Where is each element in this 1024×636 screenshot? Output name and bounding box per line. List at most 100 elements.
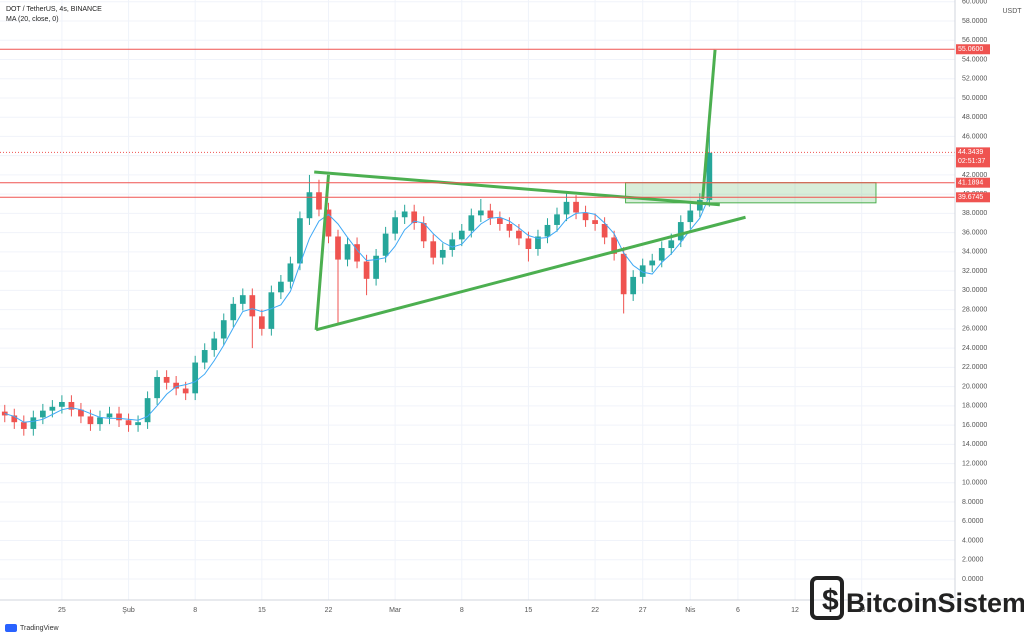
candle-body xyxy=(287,263,294,282)
trend-line xyxy=(314,174,330,330)
x-tick-label: Nis xyxy=(685,607,696,614)
x-tick-label: 15 xyxy=(525,607,533,614)
candle-body xyxy=(535,236,541,250)
candle-body xyxy=(106,413,113,418)
candle-body xyxy=(49,406,56,411)
footer: TradingView xyxy=(20,625,59,632)
candle-body xyxy=(163,376,170,383)
y-tick-label: 56.0000 xyxy=(962,37,987,44)
y-axis-label: USDT xyxy=(1002,8,1022,15)
candle-body xyxy=(39,410,46,418)
price-tag-label: 41.1894 xyxy=(958,180,983,187)
candle-body xyxy=(59,401,65,407)
y-tick-label: 34.0000 xyxy=(962,249,987,256)
candle-body xyxy=(268,292,275,329)
candle-body xyxy=(230,303,237,321)
candle-body xyxy=(458,230,465,240)
candle-body xyxy=(601,223,608,238)
trend-line xyxy=(314,170,720,207)
y-tick-label: 58.0000 xyxy=(962,18,987,25)
candle-body xyxy=(125,420,132,426)
candle-body xyxy=(344,244,351,260)
watermark: $ BitcoinSistemi xyxy=(810,576,1024,620)
y-tick-label: 16.0000 xyxy=(962,422,987,429)
candle-body xyxy=(192,362,199,394)
y-tick-label: 60.0000 xyxy=(962,0,987,6)
candle-body xyxy=(516,230,522,239)
candle-body xyxy=(439,249,446,258)
candle-body xyxy=(78,409,84,417)
candle-body xyxy=(20,422,27,429)
y-tick-label: 8.0000 xyxy=(962,499,984,506)
y-tick-label: 30.0000 xyxy=(962,287,987,294)
y-tick-label: 46.0000 xyxy=(962,133,987,140)
y-tick-label: 14.0000 xyxy=(962,441,987,448)
candle-body xyxy=(506,223,513,231)
candle-body xyxy=(497,218,503,224)
candle-body xyxy=(335,236,341,260)
candle-body xyxy=(316,192,322,210)
candle-body xyxy=(620,253,627,295)
y-tick-label: 52.0000 xyxy=(962,76,987,83)
price-tag xyxy=(956,177,990,188)
candle-body xyxy=(297,218,303,264)
x-tick-label: Mar xyxy=(389,607,402,614)
y-tick-label: 26.0000 xyxy=(962,326,987,333)
y-tick-label: 22.0000 xyxy=(962,364,987,371)
trend-line xyxy=(315,215,746,332)
candle-body xyxy=(696,199,703,211)
candle-body xyxy=(668,240,675,249)
x-tick-label: Şub xyxy=(122,607,135,614)
trend-line xyxy=(701,49,717,200)
x-tick-label: 27 xyxy=(639,607,647,614)
price-tag-label: 39.6745 xyxy=(958,194,983,201)
y-tick-label: 2.0000 xyxy=(962,557,984,564)
x-tick-label: 6 xyxy=(736,607,740,614)
candle-body xyxy=(135,422,141,426)
candle-body xyxy=(211,338,218,351)
price-tag xyxy=(956,44,990,55)
candle-body xyxy=(249,295,256,317)
candle-body xyxy=(220,320,227,339)
candle-body xyxy=(563,201,570,215)
candle-body xyxy=(278,281,284,293)
x-tick-label: 22 xyxy=(325,607,333,614)
y-tick-label: 6.0000 xyxy=(962,518,984,525)
candle-body xyxy=(97,417,103,425)
watermark-text: BitcoinSistemi xyxy=(846,588,1024,618)
x-tick-label: 22 xyxy=(591,607,599,614)
y-tick-label: 20.0000 xyxy=(962,383,987,390)
y-tick-label: 42.0000 xyxy=(962,172,987,179)
candle-body xyxy=(306,192,313,219)
price-tag-label: 55.0600 xyxy=(958,46,983,53)
x-tick-label: 25 xyxy=(58,607,66,614)
candle-body xyxy=(258,316,265,329)
grid xyxy=(0,0,955,600)
candle-body xyxy=(582,212,589,221)
candle-body xyxy=(173,382,180,389)
candle-body xyxy=(411,211,418,224)
candle-body xyxy=(401,211,408,218)
price-tag-label: 44.3439 xyxy=(958,149,983,156)
candle-body xyxy=(392,217,398,234)
candle-body xyxy=(87,416,94,425)
price-tag xyxy=(956,147,990,168)
candle-body xyxy=(554,214,560,225)
candle-body xyxy=(382,233,389,256)
y-tick-label: 18.0000 xyxy=(962,403,987,410)
candle-body xyxy=(630,276,637,295)
candle-body xyxy=(144,398,151,423)
candle-body xyxy=(30,417,37,429)
y-tick-label: 10.0000 xyxy=(962,480,987,487)
x-tick-label: 8 xyxy=(193,607,197,614)
candle-body xyxy=(477,210,484,216)
indicator-label: MA (20, close, 0) xyxy=(6,16,59,23)
y-tick-label: 12.0000 xyxy=(962,460,987,467)
candle-body xyxy=(354,244,360,262)
candle-body xyxy=(68,401,75,410)
candle-body xyxy=(687,210,694,223)
ma-line xyxy=(4,195,710,423)
candle-body xyxy=(373,255,379,279)
